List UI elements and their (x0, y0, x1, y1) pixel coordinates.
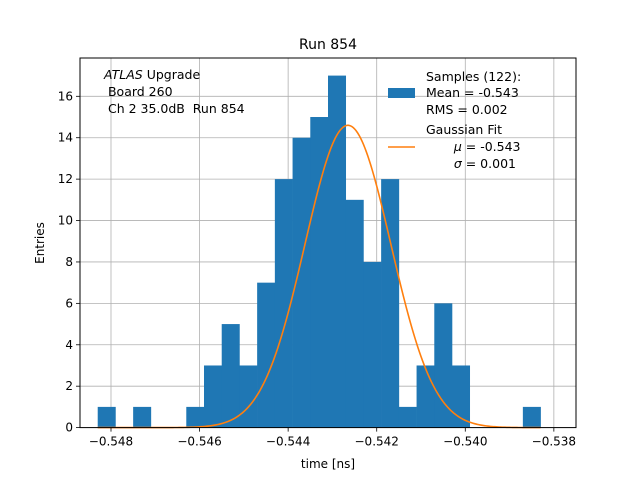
y-tick-label: 16 (58, 89, 73, 103)
histogram-bar (97, 406, 116, 428)
x-axis-label: time [ns] (301, 457, 355, 471)
x-axis-ticks: −0.548 −0.546 −0.544 −0.542 −0.540 −0.538 (89, 427, 576, 449)
annotation-channel: Ch 2 35.0dB Run 854 (104, 101, 245, 116)
histogram-bar (274, 179, 293, 428)
histogram-bar (310, 117, 329, 428)
histogram-bar (381, 179, 400, 428)
histogram-bar (292, 137, 311, 428)
svg-text:ATLAS Upgrade: ATLAS Upgrade (103, 67, 200, 82)
annotation-atlas: ATLAS (103, 67, 143, 82)
annotation-board: Board 260 (104, 84, 173, 99)
y-tick-label: 4 (65, 338, 73, 352)
x-tick-label: −0.542 (355, 435, 399, 449)
histogram-bar (186, 406, 205, 428)
svg-text:μ = -0.543: μ = -0.543 (426, 139, 540, 154)
histogram-bars (97, 75, 541, 428)
y-tick-label: 14 (58, 131, 73, 145)
legend-samples-rms: RMS = 0.002 (426, 102, 508, 117)
legend-fit-mu-value: = -0.543 (462, 139, 521, 154)
histogram-bar (257, 282, 276, 428)
legend-samples-title: Samples (122): (426, 69, 521, 84)
histogram-bar (416, 365, 435, 428)
histogram-bar (398, 406, 417, 428)
histogram-bar (328, 75, 347, 428)
y-tick-label: 0 (65, 421, 73, 435)
histogram-bar (345, 199, 364, 428)
histogram-bar (239, 365, 258, 428)
legend: Samples (122): Mean = -0.543 RMS = 0.002… (388, 69, 540, 171)
x-tick-label: −0.540 (443, 435, 487, 449)
legend-samples-mean: Mean = -0.543 (426, 85, 519, 100)
x-tick-label: −0.544 (266, 435, 310, 449)
experiment-annotation: ATLAS Upgrade Board 260 Ch 2 35.0dB Run … (103, 67, 245, 116)
y-tick-label: 2 (65, 379, 73, 393)
y-tick-label: 12 (58, 172, 73, 186)
histogram-bar (363, 261, 382, 428)
x-tick-label: −0.548 (89, 435, 133, 449)
x-tick-label: −0.538 (532, 435, 576, 449)
y-tick-label: 6 (65, 296, 73, 310)
legend-fit-sigma-symbol: σ (454, 156, 463, 171)
y-axis-ticks: 0 2 4 6 8 10 12 14 16 (58, 89, 80, 435)
x-tick-label: −0.546 (177, 435, 221, 449)
legend-fit-mu-symbol: μ (453, 139, 462, 154)
legend-fit-title: Gaussian Fit (426, 122, 502, 137)
chart-title: Run 854 (299, 37, 357, 53)
legend-fit-sigma-value: = 0.001 (462, 156, 516, 171)
histogram-bar (221, 324, 240, 428)
histogram-bar (452, 365, 471, 428)
y-axis-label: Entries (33, 222, 47, 264)
histogram-bar (522, 406, 541, 428)
histogram-bar (133, 406, 152, 428)
y-tick-label: 8 (65, 255, 73, 269)
histogram-bar (204, 365, 223, 428)
svg-text:σ = 0.001: σ = 0.001 (426, 156, 536, 171)
legend-samples-swatch (388, 88, 415, 98)
annotation-upgrade: Upgrade (143, 67, 201, 82)
plot-frame (79, 57, 577, 429)
y-tick-label: 10 (58, 214, 73, 228)
